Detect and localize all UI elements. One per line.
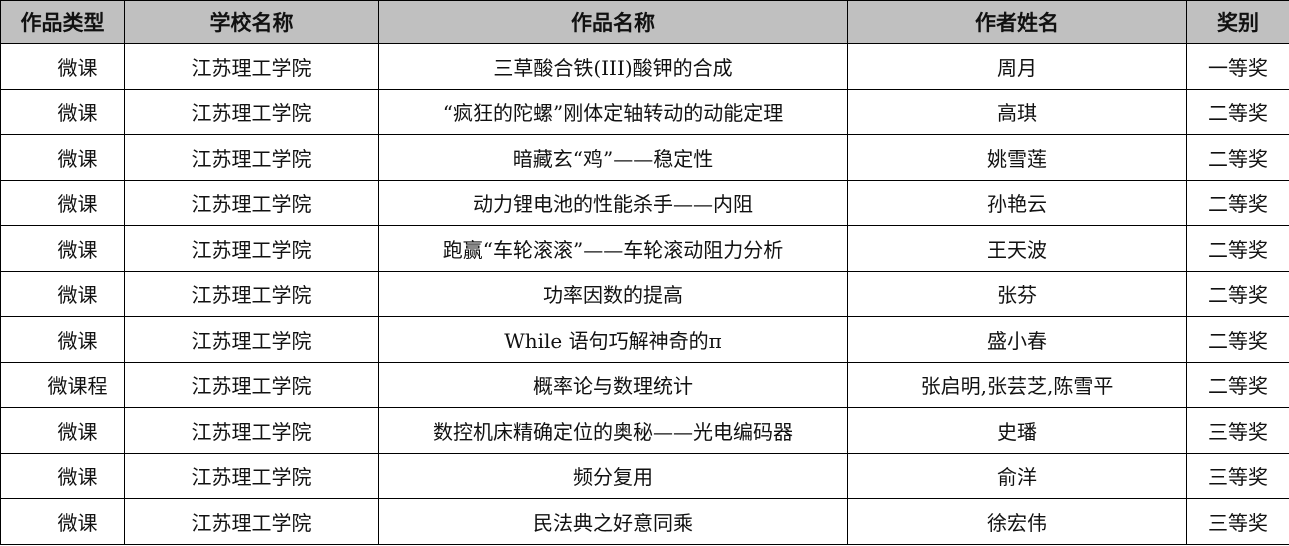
table-row: 微课 江苏理工学院 频分复用 俞洋 三等奖 — [0, 452, 1289, 499]
cell-award: 二等奖 — [1186, 316, 1289, 363]
cell-award: 二等奖 — [1186, 361, 1289, 408]
cell-award: 二等奖 — [1186, 225, 1289, 272]
header-author: 作者姓名 — [847, 0, 1187, 44]
header-award: 奖别 — [1186, 0, 1289, 44]
cell-school: 江苏理工学院 — [124, 134, 379, 181]
cell-type: 微课 — [0, 316, 125, 363]
cell-title: 三草酸合铁(III)酸钾的合成 — [378, 43, 848, 90]
cell-school: 江苏理工学院 — [124, 316, 379, 363]
cell-type: 微课 — [0, 43, 125, 90]
cell-type: 微课 — [0, 270, 125, 317]
cell-author: 王天波 — [847, 225, 1187, 272]
cell-author: 盛小春 — [847, 316, 1187, 363]
cell-author: 徐宏伟 — [847, 498, 1187, 545]
cell-school: 江苏理工学院 — [124, 270, 379, 317]
cell-school: 江苏理工学院 — [124, 361, 379, 408]
cell-type: 微课 — [0, 407, 125, 454]
cell-title: 概率论与数理统计 — [378, 361, 848, 408]
cell-title: 功率因数的提高 — [378, 270, 848, 317]
cell-school: 江苏理工学院 — [124, 179, 379, 226]
cell-title: 暗藏玄“鸡”——稳定性 — [378, 134, 848, 181]
header-school: 学校名称 — [124, 0, 379, 44]
cell-school: 江苏理工学院 — [124, 88, 379, 135]
cell-author: 俞洋 — [847, 452, 1187, 499]
table-row: 微课 江苏理工学院 暗藏玄“鸡”——稳定性 姚雪莲 二等奖 — [0, 134, 1289, 181]
cell-title: “疯狂的陀螺”刚体定轴转动的动能定理 — [378, 88, 848, 135]
cell-award: 二等奖 — [1186, 179, 1289, 226]
cell-award: 二等奖 — [1186, 134, 1289, 181]
cell-author: 史璠 — [847, 407, 1187, 454]
table-row: 微课 江苏理工学院 功率因数的提高 张芬 二等奖 — [0, 270, 1289, 317]
cell-type: 微课 — [0, 88, 125, 135]
cell-award: 三等奖 — [1186, 452, 1289, 499]
cell-school: 江苏理工学院 — [124, 43, 379, 90]
cell-author: 周月 — [847, 43, 1187, 90]
header-row: 作品类型 学校名称 作品名称 作者姓名 奖别 — [0, 0, 1289, 44]
cell-school: 江苏理工学院 — [124, 225, 379, 272]
cell-type: 微课 — [0, 452, 125, 499]
cell-award: 二等奖 — [1186, 270, 1289, 317]
cell-award: 二等奖 — [1186, 88, 1289, 135]
cell-type: 微课 — [0, 134, 125, 181]
cell-author: 张芬 — [847, 270, 1187, 317]
cell-title: 数控机床精确定位的奥秘——光电编码器 — [378, 407, 848, 454]
cell-type: 微课 — [0, 179, 125, 226]
table-row: 微课 江苏理工学院 “疯狂的陀螺”刚体定轴转动的动能定理 高琪 二等奖 — [0, 88, 1289, 135]
cell-author: 张启明,张芸芝,陈雪平 — [847, 361, 1187, 408]
cell-award: 三等奖 — [1186, 498, 1289, 545]
table-row: 微课 江苏理工学院 民法典之好意同乘 徐宏伟 三等奖 — [0, 498, 1289, 545]
table-row: 微课 江苏理工学院 While 语句巧解神奇的π 盛小春 二等奖 — [0, 316, 1289, 363]
table-row: 微课 江苏理工学院 动力锂电池的性能杀手——内阻 孙艳云 二等奖 — [0, 179, 1289, 226]
header-title: 作品名称 — [378, 0, 848, 44]
cell-title: 频分复用 — [378, 452, 848, 499]
cell-title: 动力锂电池的性能杀手——内阻 — [378, 179, 848, 226]
cell-school: 江苏理工学院 — [124, 452, 379, 499]
table-row: 微课程 江苏理工学院 概率论与数理统计 张启明,张芸芝,陈雪平 二等奖 — [0, 361, 1289, 408]
cell-award: 一等奖 — [1186, 43, 1289, 90]
table-row: 微课 江苏理工学院 跑赢“车轮滚滚”——车轮滚动阻力分析 王天波 二等奖 — [0, 225, 1289, 272]
cell-author: 姚雪莲 — [847, 134, 1187, 181]
cell-type: 微课 — [0, 225, 125, 272]
cell-title: 跑赢“车轮滚滚”——车轮滚动阻力分析 — [378, 225, 848, 272]
cell-school: 江苏理工学院 — [124, 498, 379, 545]
cell-school: 江苏理工学院 — [124, 407, 379, 454]
cell-author: 孙艳云 — [847, 179, 1187, 226]
cell-author: 高琪 — [847, 88, 1187, 135]
cell-type: 微课 — [0, 498, 125, 545]
cell-award: 三等奖 — [1186, 407, 1289, 454]
cell-type: 微课程 — [0, 361, 125, 408]
header-type: 作品类型 — [0, 0, 125, 44]
cell-title: 民法典之好意同乘 — [378, 498, 848, 545]
table-row: 微课 江苏理工学院 三草酸合铁(III)酸钾的合成 周月 一等奖 — [0, 43, 1289, 90]
cell-title: While 语句巧解神奇的π — [378, 316, 848, 363]
table-row: 微课 江苏理工学院 数控机床精确定位的奥秘——光电编码器 史璠 三等奖 — [0, 407, 1289, 454]
